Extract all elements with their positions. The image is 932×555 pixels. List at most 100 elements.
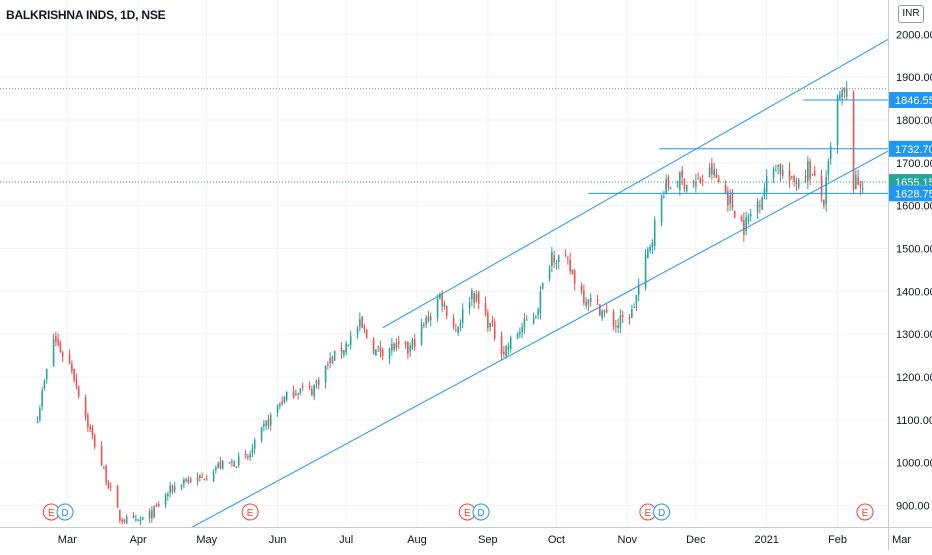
candle xyxy=(39,404,41,423)
candle xyxy=(139,516,142,525)
candle-body xyxy=(153,506,155,518)
candle xyxy=(317,377,320,390)
candle-body xyxy=(532,318,535,324)
candle xyxy=(601,309,603,321)
earnings-event[interactable]: E xyxy=(241,503,259,521)
candle-body xyxy=(269,414,272,426)
candle xyxy=(724,180,727,195)
candle xyxy=(119,509,121,524)
candle xyxy=(827,158,830,181)
event-label: D xyxy=(477,508,484,519)
candle-body xyxy=(535,316,537,318)
candle-body xyxy=(43,380,46,389)
candle-body xyxy=(173,486,176,491)
candle xyxy=(219,456,222,470)
candle xyxy=(612,309,615,331)
candle-body xyxy=(843,87,846,92)
candle-body xyxy=(779,163,782,174)
candle xyxy=(327,361,329,370)
candle-body xyxy=(649,246,651,251)
candle xyxy=(731,188,734,211)
candle xyxy=(75,373,78,390)
candle-body xyxy=(861,188,864,190)
candle-body xyxy=(221,460,224,469)
candle xyxy=(836,94,839,154)
event-label: D xyxy=(658,508,665,519)
earnings-event[interactable]: E xyxy=(639,503,657,521)
candle-body xyxy=(441,294,443,307)
candle-body xyxy=(201,476,203,478)
candle xyxy=(564,249,567,258)
candle xyxy=(333,350,336,361)
candle xyxy=(775,164,777,172)
candle xyxy=(249,450,251,461)
candle xyxy=(173,482,176,494)
x-tick-label: Mar xyxy=(892,534,911,546)
symbol-title: BALKRISHNA INDS, 1D, NSE xyxy=(6,8,166,22)
candle xyxy=(743,212,745,242)
candle xyxy=(740,214,743,222)
y-tick-label: 1700.00 xyxy=(896,158,932,170)
candle xyxy=(429,312,432,327)
event-label: E xyxy=(464,508,471,519)
candle xyxy=(349,330,352,350)
candle xyxy=(215,465,217,474)
candle-body xyxy=(573,270,576,284)
candle-body xyxy=(631,309,633,318)
candle xyxy=(212,469,215,483)
candle xyxy=(41,387,43,411)
candle xyxy=(233,459,235,467)
x-tick-label: Oct xyxy=(548,534,565,546)
candle-body xyxy=(315,380,318,384)
candle-body xyxy=(237,456,240,466)
candle xyxy=(532,312,535,325)
candle xyxy=(813,165,816,177)
currency-button[interactable]: INR xyxy=(898,5,924,23)
candle-body xyxy=(745,217,747,232)
candle xyxy=(500,331,503,360)
candle-body xyxy=(212,472,215,481)
candle-body xyxy=(279,403,281,407)
candle xyxy=(281,396,283,407)
candle-body xyxy=(199,474,201,479)
candle xyxy=(89,423,91,433)
candle xyxy=(285,391,288,403)
candle xyxy=(457,325,459,337)
candle-body xyxy=(644,254,647,288)
candle-body xyxy=(397,341,400,344)
dividend-event[interactable]: D xyxy=(56,503,74,521)
y-tick-label: 1200.00 xyxy=(896,372,932,384)
candle xyxy=(823,199,825,209)
candle xyxy=(583,284,585,306)
candle-body xyxy=(697,178,699,180)
candle xyxy=(151,505,153,524)
candle-body xyxy=(135,519,137,521)
candle xyxy=(615,320,617,333)
candle xyxy=(331,355,334,365)
candle-body xyxy=(548,268,551,280)
earnings-event[interactable]: E xyxy=(856,503,874,521)
candle-body xyxy=(356,328,359,335)
candle xyxy=(425,315,427,329)
candle-body xyxy=(121,519,123,522)
candle xyxy=(36,416,39,424)
candle-body xyxy=(260,427,263,441)
candle-body xyxy=(571,269,574,274)
candle-body xyxy=(797,179,800,188)
candle-body xyxy=(299,388,302,394)
candle xyxy=(91,424,94,440)
candle xyxy=(621,310,624,324)
candle xyxy=(553,250,555,269)
candle-body xyxy=(635,294,638,305)
candle xyxy=(468,297,471,315)
candle xyxy=(365,329,368,339)
candle xyxy=(537,307,539,320)
candle xyxy=(123,518,126,524)
dividend-event[interactable]: D xyxy=(472,503,490,521)
candle xyxy=(423,321,425,329)
candle xyxy=(87,412,89,433)
candle-body xyxy=(301,386,304,388)
dividend-event[interactable]: D xyxy=(653,503,671,521)
